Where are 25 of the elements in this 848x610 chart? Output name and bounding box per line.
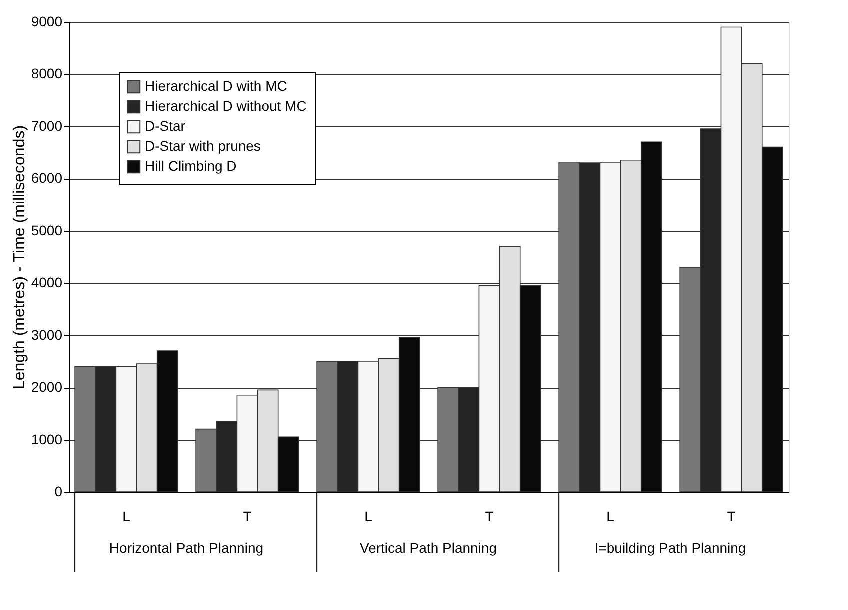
y-tick-label: 1000	[31, 431, 63, 448]
legend-label: Hill Climbing D	[145, 158, 237, 174]
legend-label: Hierarchical D without MC	[145, 98, 307, 114]
y-tick-label: 7000	[31, 118, 63, 134]
text: Horizontal Path Planning	[109, 540, 264, 556]
text: I=building Path Planning	[594, 540, 746, 556]
y-tick-label: 9000	[31, 14, 63, 30]
y-tick-label: 3000	[31, 326, 63, 343]
y-tick-label: 6000	[31, 170, 63, 186]
legend-label: Hierarchical D with MC	[145, 78, 288, 94]
y-tick-label: 4000	[31, 274, 63, 291]
legend-label: D-Star with prunes	[145, 138, 261, 154]
x-tick-label: T	[485, 508, 494, 524]
y-tick-label: 2000	[31, 379, 63, 396]
x-tick-label: T	[727, 508, 736, 524]
x-tick-label: T	[243, 508, 252, 524]
y-tick-label: 5000	[31, 222, 63, 238]
x-tick-label: L	[606, 508, 615, 524]
y-tick-label: 8000	[31, 66, 63, 82]
x-tick-label: L	[122, 508, 131, 524]
y-axis-title: Length (metres) - Time (milliseconds)	[11, 125, 28, 390]
legend-label: D-Star	[145, 118, 186, 134]
x-tick-label: L	[364, 508, 373, 524]
text: Vertical Path Planning	[360, 540, 497, 556]
y-tick-label: 0	[54, 484, 63, 500]
